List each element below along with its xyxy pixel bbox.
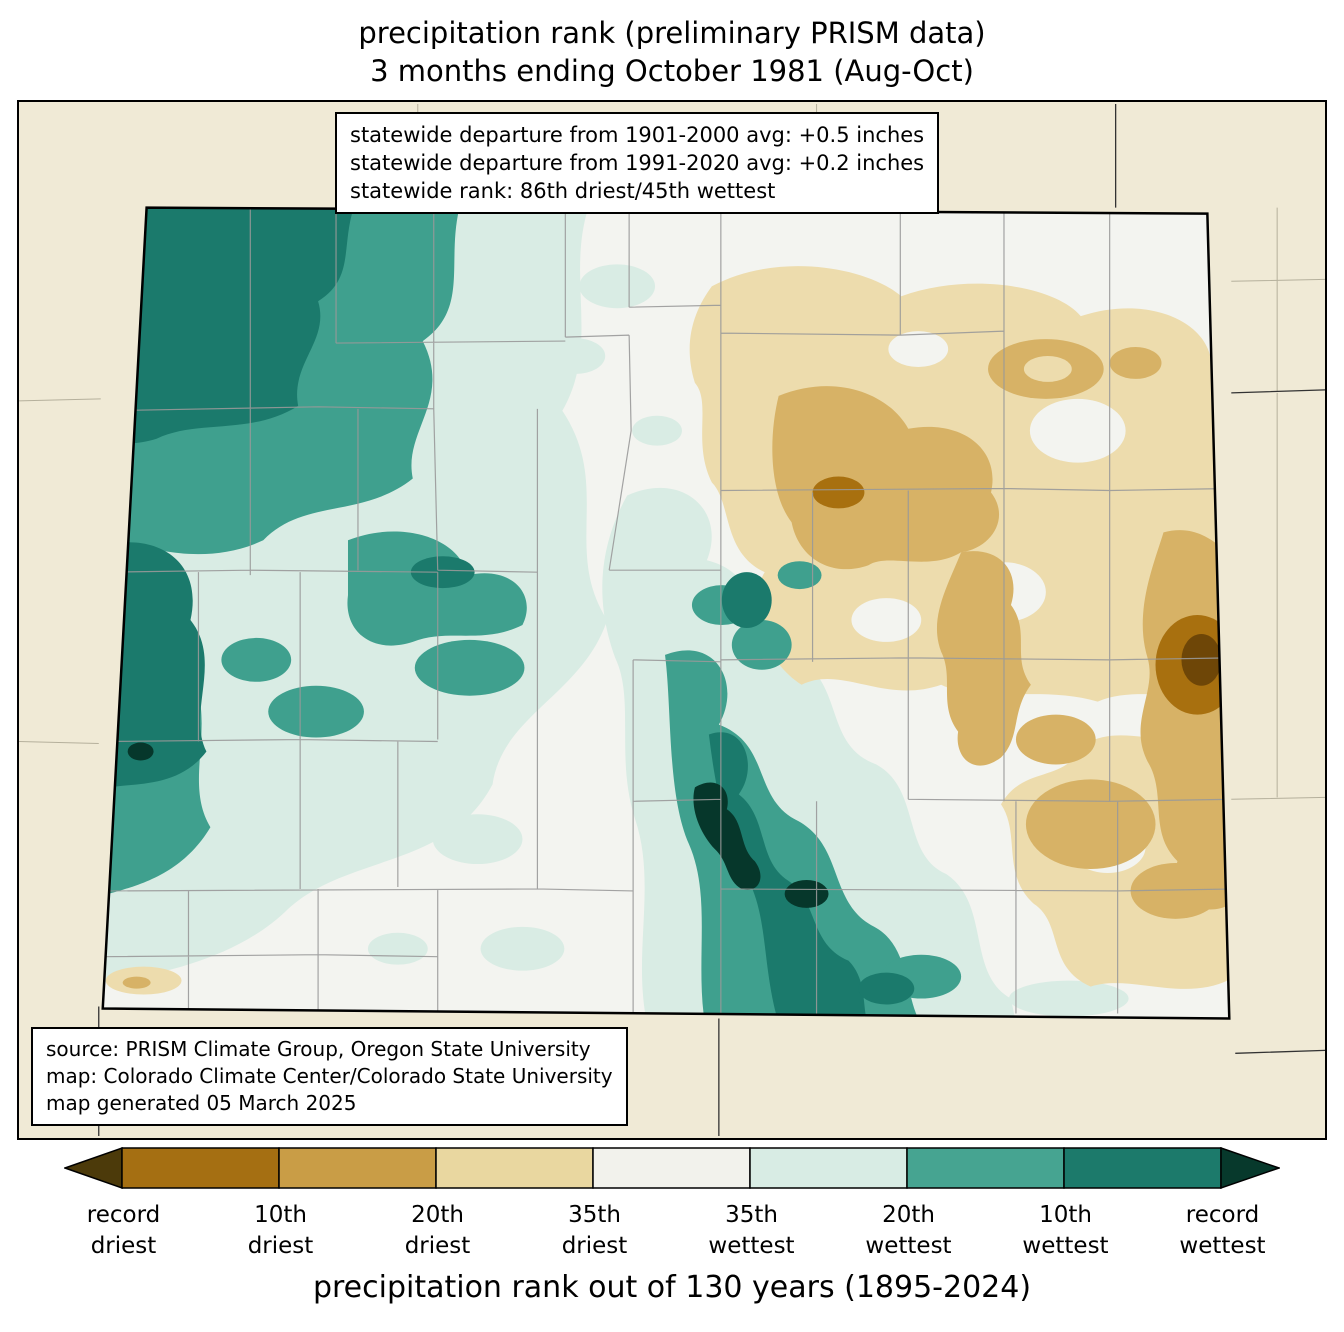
colorbar-caption: precipitation rank out of 130 years (189… (312, 1270, 1032, 1305)
colorbar-label-20th-driest: 20th driest (404, 1202, 471, 1259)
colorbar-label-record-driest: record driest (86, 1202, 161, 1259)
colorbar-seg-20th-wettest (906, 1147, 1065, 1189)
stats-line-1: statewide departure from 1901-2000 avg: … (350, 123, 925, 147)
colorbar-arrow-record-driest (64, 1146, 123, 1190)
stats-line-3: statewide rank: 86th driest/45th wettest (350, 179, 776, 203)
colorbar-label-35th-driest: 35th driest (561, 1202, 628, 1259)
colorbar-label-10th-wettest: 10th wettest (1022, 1202, 1109, 1259)
colorbar-label-10th-driest: 10th driest (247, 1202, 314, 1259)
colorbar-label-20th-wettest: 20th wettest (865, 1202, 952, 1259)
dry-region-medium (122, 339, 1230, 989)
colorbar-label-35th-wettest: 35th wettest (708, 1202, 795, 1259)
source-line-1: source: PRISM Climate Group, Oregon Stat… (46, 1037, 591, 1061)
colorbar-seg-35th-driest (435, 1147, 594, 1189)
colorbar-seg-10th-driest (121, 1147, 280, 1189)
county-boundaries (102, 207, 1230, 1017)
dry-donut-holes (1023, 356, 1072, 382)
colorbar-seg-10th-wettest (1063, 1147, 1222, 1189)
colorbar (64, 1146, 1280, 1190)
colorbar-seg-20th-driest (278, 1147, 437, 1189)
source-box: source: PRISM Climate Group, Oregon Stat… (31, 1027, 628, 1126)
colorbar-arrow-record-wettest (1220, 1146, 1280, 1190)
stats-line-2: statewide departure from 1991-2020 avg: … (350, 151, 925, 175)
title-line-1: precipitation rank (preliminary PRISM da… (358, 16, 986, 50)
dry-region-record (1181, 633, 1222, 686)
colorado-precipitation-map (19, 103, 1325, 1137)
colorbar-label-record-wettest: record wettest (1179, 1202, 1266, 1259)
wet-region-dark (102, 207, 915, 1019)
colorbar-labels: record driest 10th driest 20th driest 35th d… (45, 1200, 1301, 1262)
neighbor-state-borders (98, 103, 1325, 1137)
source-line-2: map: Colorado Climate Center/Colorado St… (46, 1064, 613, 1088)
stats-box: statewide departure from 1901-2000 avg: … (335, 112, 940, 214)
source-line-3: map generated 05 March 2025 (46, 1091, 357, 1115)
title-line-2: 3 months ending October 1981 (Aug-Oct) (370, 54, 974, 88)
colorbar-seg-35th-wettest (749, 1147, 908, 1189)
map-area: statewide departure from 1901-2000 avg: … (17, 100, 1327, 1140)
colorbar-seg-near-normal (592, 1147, 751, 1189)
page-title: precipitation rank (preliminary PRISM da… (0, 14, 1344, 90)
wet-region-record (127, 742, 829, 908)
